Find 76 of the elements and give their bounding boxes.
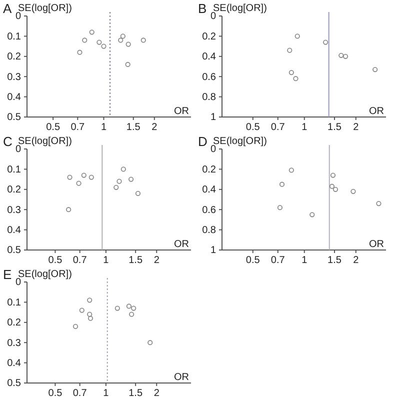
chart-title: D <box>198 134 208 149</box>
x-axis-title: OR <box>174 372 189 383</box>
x-tick-label: 1 <box>103 255 110 266</box>
y-tick-label: 0.3 <box>7 72 22 83</box>
chart-title: A <box>3 1 12 16</box>
x-tick-label: 0.7 <box>70 122 86 134</box>
y-tick-label: 0.3 <box>7 204 22 216</box>
y-tick-label: 0 <box>15 277 22 288</box>
y-tick-label: 0.4 <box>7 225 22 236</box>
y-tick-label: 0 <box>210 11 216 22</box>
x-axis-title: OR <box>369 239 384 250</box>
y-tick-label: 0.3 <box>7 338 22 349</box>
y-tick-label: 0.2 <box>202 31 216 42</box>
x-tick-label: 1 <box>302 255 308 266</box>
x-tick-label: 2 <box>154 255 160 266</box>
y-tick-label: 0.2 <box>7 184 22 196</box>
point <box>88 174 94 180</box>
point <box>81 172 86 178</box>
y-tick-label: 0.5 <box>7 378 22 390</box>
y-tick-label: 0.8 <box>202 225 216 236</box>
x-tick-label: 0.7 <box>72 255 88 266</box>
x-tick-label: 0.5 <box>246 122 260 134</box>
y-tick-label: 0.4 <box>7 92 22 103</box>
y-tick-label: 0.4 <box>202 52 216 63</box>
x-tick-label: 1 <box>302 122 308 134</box>
y-tick-label: 0.2 <box>7 52 22 63</box>
x-tick-label: 0.7 <box>72 388 88 400</box>
y-axis-title: SE(log[OR]) <box>18 269 72 280</box>
y-tick-label: 0.4 <box>202 184 216 196</box>
y-tick-label: 0.8 <box>202 92 216 103</box>
y-tick-label: 0.1 <box>7 297 22 308</box>
x-axis-title: OR <box>174 239 189 250</box>
x-tick-label: 2 <box>353 255 360 266</box>
y-tick-label: 0.2 <box>202 164 216 176</box>
x-tick-label: 0.7 <box>270 255 286 266</box>
y-axis-title: SE(log[OR]) <box>18 3 72 14</box>
y-tick-label: 0.2 <box>7 318 22 329</box>
y-tick-label: 0.1 <box>7 164 22 176</box>
x-axis-title: OR <box>174 106 189 117</box>
y-axis-title: SE(log[OR]) <box>213 136 267 147</box>
chart-title: C <box>3 134 12 149</box>
x-tick-label: 1.5 <box>128 388 143 400</box>
y-tick-label: 0 <box>15 144 22 156</box>
x-tick-label: 0.5 <box>48 388 63 400</box>
point <box>128 176 134 182</box>
y-tick-label: 0 <box>15 11 22 22</box>
point <box>135 190 141 196</box>
y-tick-label: 1 <box>210 245 216 256</box>
x-tick-label: 2 <box>353 122 360 134</box>
x-tick-label: 0.5 <box>48 255 63 266</box>
x-tick-label: 0.5 <box>46 122 60 134</box>
x-tick-label: 2 <box>152 122 158 134</box>
y-tick-label: 0 <box>210 144 216 156</box>
y-axis-title: SE(log[OR]) <box>213 3 267 14</box>
chart-title: E <box>3 267 12 282</box>
x-axis-title: OR <box>369 106 384 117</box>
y-tick-label: 0.6 <box>202 204 216 216</box>
point <box>67 174 72 180</box>
x-tick-label: 0.5 <box>246 255 260 266</box>
y-tick-label: 0.4 <box>7 358 22 369</box>
y-tick-label: 0.5 <box>7 245 22 256</box>
y-tick-label: 0.6 <box>202 72 216 83</box>
x-tick-label: 2 <box>154 388 160 400</box>
x-tick-label: 1.5 <box>126 122 141 134</box>
y-tick-label: 0.1 <box>7 31 22 42</box>
point <box>120 166 126 172</box>
x-tick-label: 1 <box>103 388 110 400</box>
x-tick-label: 1 <box>100 122 107 134</box>
x-tick-label: 1.5 <box>328 122 342 134</box>
x-tick-label: 1.5 <box>128 255 143 266</box>
chart-title: B <box>198 1 207 16</box>
y-tick-label: 1 <box>210 112 216 124</box>
x-tick-label: 1.5 <box>328 255 342 266</box>
y-tick-label: 0.5 <box>7 112 22 124</box>
y-axis-title: SE(log[OR]) <box>18 136 72 147</box>
x-tick-label: 0.7 <box>270 122 286 134</box>
